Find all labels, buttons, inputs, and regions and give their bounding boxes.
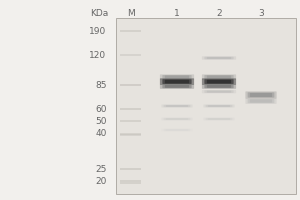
Text: 1: 1 (174, 9, 180, 18)
Bar (120, 54, 141, 56)
Text: M: M (127, 9, 134, 18)
FancyBboxPatch shape (207, 91, 231, 93)
FancyBboxPatch shape (250, 99, 272, 103)
FancyBboxPatch shape (202, 74, 236, 80)
Bar (120, 108, 141, 110)
FancyBboxPatch shape (203, 118, 235, 120)
Bar (120, 120, 141, 122)
FancyBboxPatch shape (202, 78, 236, 85)
Bar (120, 180, 141, 182)
FancyBboxPatch shape (206, 105, 232, 107)
FancyBboxPatch shape (204, 79, 234, 84)
FancyBboxPatch shape (165, 80, 189, 83)
FancyBboxPatch shape (160, 78, 194, 85)
Bar (120, 133, 141, 135)
Bar (120, 182, 141, 184)
FancyBboxPatch shape (206, 118, 232, 120)
Bar (120, 168, 141, 170)
FancyBboxPatch shape (161, 129, 193, 131)
FancyBboxPatch shape (248, 99, 274, 103)
Bar (116, 18, 296, 194)
FancyBboxPatch shape (166, 129, 188, 131)
FancyBboxPatch shape (202, 84, 236, 89)
FancyBboxPatch shape (248, 92, 274, 98)
FancyBboxPatch shape (202, 90, 236, 93)
FancyBboxPatch shape (162, 79, 192, 84)
FancyBboxPatch shape (207, 85, 231, 88)
FancyBboxPatch shape (207, 57, 231, 59)
FancyBboxPatch shape (204, 57, 234, 59)
Bar (120, 84, 141, 86)
Text: 50: 50 (95, 116, 106, 126)
FancyBboxPatch shape (161, 104, 193, 108)
FancyBboxPatch shape (208, 105, 230, 107)
FancyBboxPatch shape (207, 75, 231, 78)
Text: KDa: KDa (90, 9, 108, 18)
FancyBboxPatch shape (160, 74, 194, 80)
Text: 40: 40 (95, 130, 106, 138)
FancyBboxPatch shape (204, 85, 234, 88)
FancyBboxPatch shape (245, 91, 277, 99)
Text: 60: 60 (95, 104, 106, 114)
FancyBboxPatch shape (208, 118, 230, 120)
FancyBboxPatch shape (165, 75, 189, 78)
FancyBboxPatch shape (204, 75, 234, 79)
FancyBboxPatch shape (164, 118, 190, 120)
Text: 85: 85 (95, 81, 106, 90)
FancyBboxPatch shape (166, 105, 188, 107)
Text: 20: 20 (95, 176, 106, 186)
Text: 2: 2 (216, 9, 222, 18)
FancyBboxPatch shape (161, 118, 193, 120)
FancyBboxPatch shape (250, 93, 272, 97)
Bar (120, 134, 141, 136)
Text: 190: 190 (89, 26, 106, 36)
FancyBboxPatch shape (202, 56, 236, 60)
FancyBboxPatch shape (207, 80, 231, 83)
FancyBboxPatch shape (164, 129, 190, 131)
Text: 25: 25 (95, 164, 106, 173)
Text: 120: 120 (89, 50, 106, 60)
FancyBboxPatch shape (160, 84, 194, 89)
FancyBboxPatch shape (162, 85, 192, 88)
Text: 3: 3 (258, 9, 264, 18)
FancyBboxPatch shape (162, 75, 192, 79)
Bar (120, 30, 141, 32)
FancyBboxPatch shape (245, 98, 277, 104)
FancyBboxPatch shape (204, 90, 234, 93)
FancyBboxPatch shape (166, 118, 188, 120)
FancyBboxPatch shape (165, 85, 189, 88)
FancyBboxPatch shape (164, 105, 190, 107)
FancyBboxPatch shape (203, 104, 235, 108)
